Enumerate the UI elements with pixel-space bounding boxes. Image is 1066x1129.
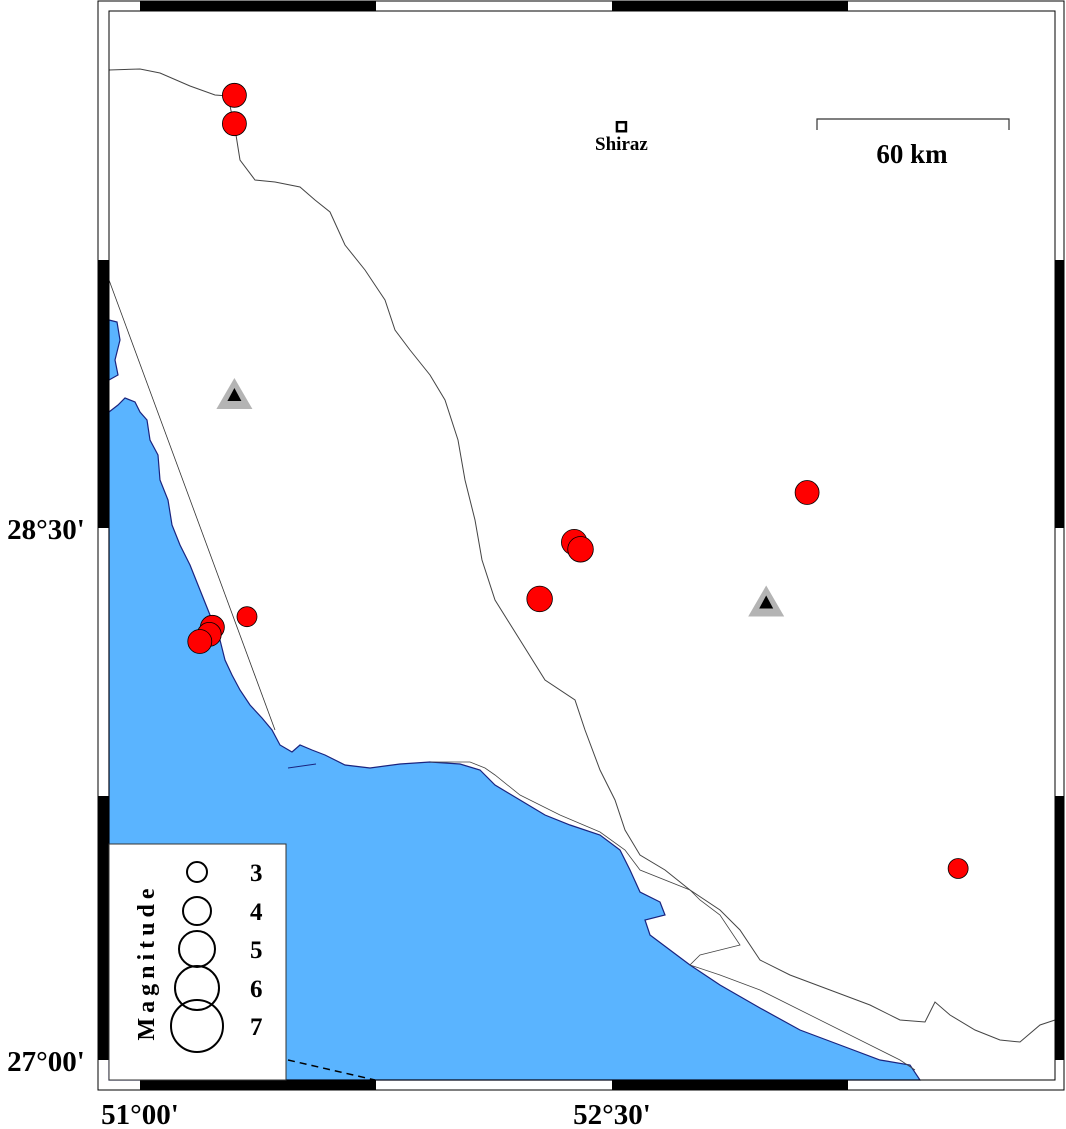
legend-label-4: 4 (250, 899, 263, 926)
maritime-boundary (287, 1059, 376, 1081)
map-frame (97, 0, 1065, 1091)
earthquake-event (222, 111, 247, 137)
y-tick-label: 28°30' (7, 514, 85, 546)
scale-bar: 60 km (816, 118, 1010, 169)
island-link (287, 763, 317, 769)
y-tick-label: 27°00' (7, 1046, 85, 1078)
legend-title: Magnitude (134, 883, 160, 1040)
seismic-stations (216, 377, 785, 617)
legend-circle-3 (186, 861, 208, 883)
earthquake-events (187, 82, 969, 879)
fault-line (108, 279, 276, 731)
city-shiraz: Shiraz (595, 120, 648, 155)
legend-label-7: 7 (250, 1014, 263, 1041)
legend-label-6: 6 (250, 976, 263, 1003)
earthquake-event (526, 585, 553, 613)
axis-labels: 51°00' 52°30' 28°30' 27°00' (7, 514, 651, 1129)
magnitude-legend: Magnitude 3 4 5 6 7 (108, 843, 287, 1081)
city-marker-icon (615, 120, 628, 133)
earthquake-event (187, 629, 213, 654)
x-tick-label: 51°00' (101, 1099, 179, 1129)
legend-label-3: 3 (250, 860, 263, 887)
earthquake-event (222, 82, 247, 108)
legend-circle-7 (170, 999, 224, 1053)
earthquake-event (236, 606, 258, 628)
earthquake-event (947, 858, 969, 879)
coastal-border (430, 761, 916, 1071)
station-triangle-icon (216, 377, 253, 409)
city-label: Shiraz (595, 134, 648, 155)
earthquake-event (794, 480, 820, 505)
legend-circle-4 (182, 896, 212, 926)
province-border (108, 68, 1056, 1043)
earthquake-event (567, 536, 594, 563)
scale-bar-label: 60 km (876, 139, 948, 169)
x-tick-label: 52°30' (573, 1099, 651, 1129)
legend-label-5: 5 (250, 937, 263, 964)
station-triangle-icon (748, 585, 785, 617)
legend-circle-6 (174, 965, 220, 1011)
